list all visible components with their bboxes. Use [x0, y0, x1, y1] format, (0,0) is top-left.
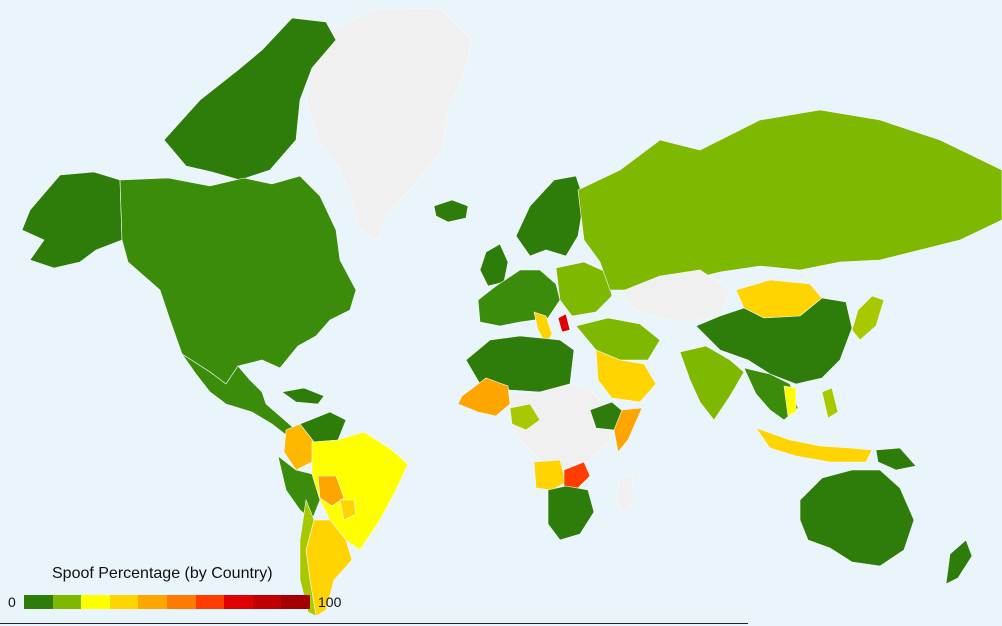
- legend-swatch: [24, 595, 53, 609]
- region-southern-africa[interactable]: [547, 485, 595, 541]
- region-north-america[interactable]: [119, 175, 357, 385]
- legend-swatch: [281, 595, 310, 609]
- region-bolivia[interactable]: [317, 475, 345, 507]
- region-middle-east[interactable]: [575, 317, 661, 361]
- legend-swatch: [52, 595, 82, 609]
- region-png[interactable]: [875, 447, 917, 471]
- legend-color-scale: [24, 595, 310, 609]
- legend-swatch: [252, 595, 282, 609]
- legend-swatch: [138, 595, 167, 609]
- region-india[interactable]: [679, 345, 745, 421]
- region-alaska[interactable]: [21, 171, 123, 269]
- region-nigeria[interactable]: [509, 403, 541, 431]
- region-paraguay[interactable]: [339, 499, 357, 521]
- region-mexico[interactable]: [181, 353, 297, 439]
- region-chile[interactable]: [299, 498, 317, 617]
- region-philippines[interactable]: [821, 387, 839, 419]
- legend-baseline: [0, 623, 748, 624]
- region-greenland[interactable]: [305, 7, 473, 241]
- region-canada-islands[interactable]: [163, 17, 337, 181]
- region-angola[interactable]: [533, 459, 567, 491]
- region-eastern-europe[interactable]: [555, 261, 613, 317]
- region-russia[interactable]: [577, 109, 1002, 291]
- region-zambia[interactable]: [563, 461, 591, 489]
- legend-swatch: [166, 595, 196, 609]
- legend-swatch: [195, 595, 225, 609]
- region-caribbean[interactable]: [281, 387, 325, 405]
- region-balkans[interactable]: [557, 313, 571, 333]
- region-china[interactable]: [695, 297, 853, 385]
- region-brazil[interactable]: [311, 431, 409, 551]
- region-peru[interactable]: [277, 455, 321, 521]
- region-madagascar[interactable]: [615, 473, 635, 515]
- legend-title: Spoof Percentage (by Country): [52, 565, 273, 582]
- region-somalia[interactable]: [613, 407, 643, 453]
- region-japan[interactable]: [851, 295, 885, 341]
- region-indonesia[interactable]: [755, 427, 873, 463]
- region-sahel[interactable]: [457, 377, 511, 417]
- legend-min-label: 0: [8, 594, 16, 610]
- region-saudi-arabia[interactable]: [595, 349, 657, 403]
- region-new-zealand[interactable]: [945, 539, 973, 585]
- region-australia[interactable]: [799, 469, 915, 567]
- legend-swatch: [109, 595, 139, 609]
- legend-swatch: [81, 595, 110, 609]
- region-uk[interactable]: [479, 243, 509, 287]
- legend-swatch: [224, 595, 253, 609]
- legend-max-label: 100: [318, 594, 342, 610]
- region-scandinavia[interactable]: [515, 175, 585, 257]
- region-iceland[interactable]: [433, 199, 469, 223]
- region-vietnam[interactable]: [783, 385, 797, 417]
- region-central-africa[interactable]: [509, 383, 611, 471]
